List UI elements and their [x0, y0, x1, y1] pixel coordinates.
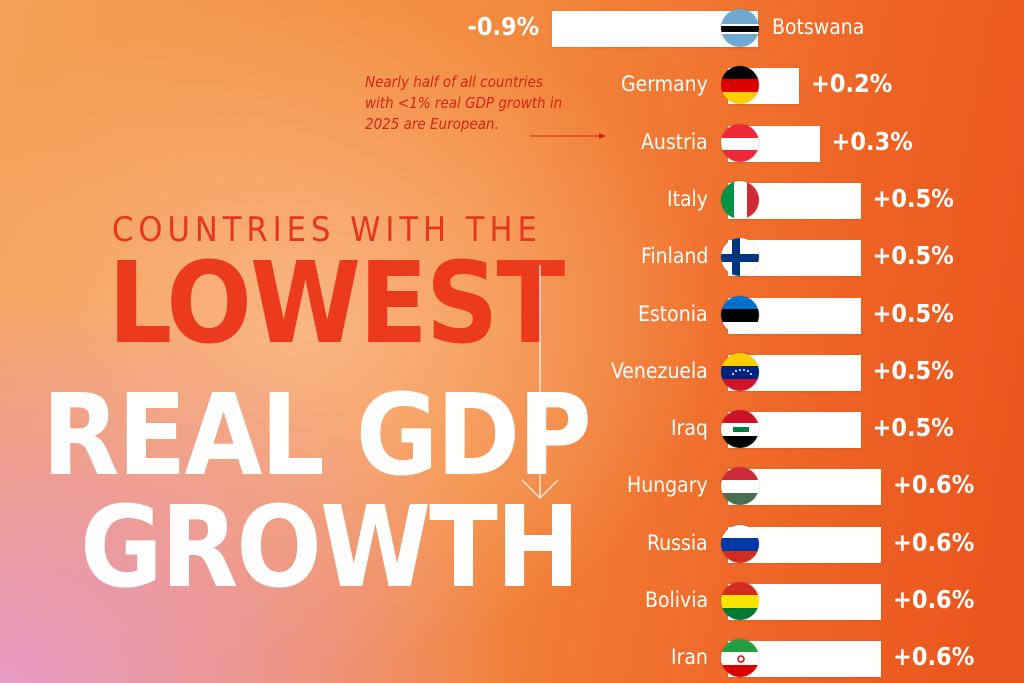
country-label: Germany	[621, 72, 708, 97]
value-label: +0.3%	[831, 126, 913, 156]
value-label: +0.6%	[893, 470, 975, 500]
annotation-text: Nearly half of all countries with <1% re…	[365, 73, 563, 133]
bolivia-flag-icon	[720, 581, 760, 621]
value-label: +0.5%	[872, 355, 954, 385]
title-line-4: GROWTH	[80, 483, 580, 613]
russia-flag-icon	[720, 523, 760, 564]
value-label: +0.5%	[872, 413, 954, 443]
value-label: +0.5%	[872, 183, 954, 213]
country-label: Russia	[647, 530, 708, 555]
chart-row: Iran +0.6%	[0, 637, 1024, 681]
value-label: +0.6%	[893, 642, 975, 672]
value-label: -0.9%	[467, 12, 540, 41]
chart-row: Austria +0.3%	[0, 122, 1024, 166]
country-label: Bolivia	[645, 588, 709, 612]
country-label: Finland	[641, 244, 709, 269]
hungary-flag-icon	[720, 466, 760, 507]
germany-flag-icon	[720, 65, 760, 106]
country-label: Italy	[667, 186, 708, 211]
chart-row: Estonia +0.5%	[0, 294, 1024, 338]
finland-flag-icon	[720, 237, 760, 278]
value-label: +0.6%	[893, 585, 975, 614]
estonia-flag-icon	[720, 294, 760, 335]
chart-row: Italy +0.5%	[0, 179, 1024, 223]
iraq-flag-icon	[720, 409, 760, 450]
chart-row: Hungary +0.6%	[0, 465, 1024, 509]
title-line-1: COUNTRIES WITH THE	[112, 210, 542, 250]
chart-row: Iraq +0.5%	[0, 408, 1024, 452]
country-label: Austria	[641, 129, 708, 154]
iran-flag-icon	[720, 638, 760, 679]
botswana-flag-icon	[720, 8, 760, 48]
country-label: Iraq	[671, 416, 708, 441]
country-label: Estonia	[638, 301, 708, 326]
chart-row: Germany +0.2%	[0, 64, 1024, 108]
value-label: +0.5%	[872, 241, 954, 271]
venezuela-flag-icon	[720, 351, 760, 392]
title-line-3: REAL GDP	[42, 371, 592, 501]
austria-flag-icon	[720, 122, 760, 163]
country-label: Iran	[671, 645, 708, 670]
title-block: COUNTRIES WITH THE LOWEST REAL GDP GROWT…	[42, 210, 592, 613]
value-label: +0.2%	[811, 69, 893, 99]
chart-row: Venezuela +0.5%	[0, 351, 1024, 395]
value-label: +0.5%	[872, 298, 954, 328]
country-label: Hungary	[627, 473, 708, 498]
value-label: +0.6%	[893, 527, 975, 557]
country-label: Venezuela	[611, 358, 708, 383]
chart-row: Bolivia +0.6%	[0, 580, 1024, 624]
chart-row: Botswana -0.9%	[0, 7, 1024, 51]
italy-flag-icon	[720, 179, 760, 220]
chart-row: Russia +0.6%	[0, 523, 1024, 567]
title-line-2: LOWEST	[108, 239, 565, 369]
country-label: Botswana	[772, 15, 865, 39]
chart-row: Finland +0.5%	[0, 236, 1024, 280]
